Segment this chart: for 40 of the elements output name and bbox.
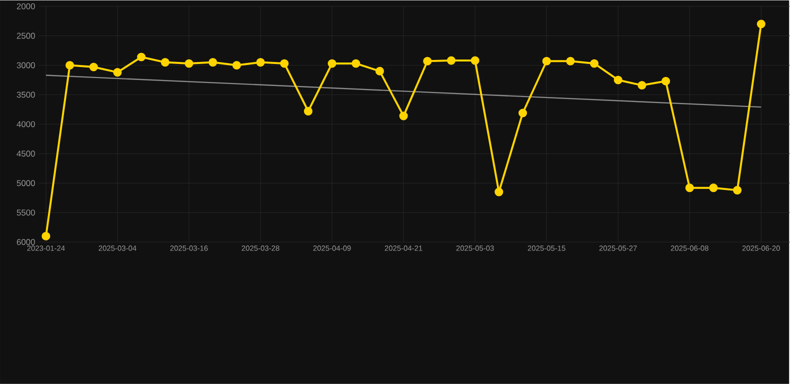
- point: [89, 62, 98, 72]
- point: [638, 81, 646, 90]
- point: [66, 61, 74, 70]
- point: [518, 108, 528, 118]
- point: [160, 58, 170, 67]
- point: [399, 112, 408, 120]
- point: [304, 106, 312, 116]
- y-tick-label: 2000: [16, 3, 35, 10]
- y-tick-label: 3000: [16, 62, 35, 68]
- y-tick-label: 5500: [16, 210, 35, 216]
- point: [662, 76, 670, 86]
- point: [446, 56, 456, 65]
- point: [328, 59, 336, 68]
- point: [184, 59, 194, 68]
- point: [423, 56, 432, 66]
- point: [566, 56, 575, 66]
- y-tick-label: 4000: [16, 121, 35, 128]
- point: [113, 68, 122, 77]
- point: [352, 59, 360, 68]
- point: [256, 58, 265, 67]
- point: [42, 232, 50, 240]
- point: [280, 59, 289, 68]
- point: [208, 58, 218, 67]
- y-tick-label: 2500: [16, 32, 35, 39]
- point: [756, 20, 766, 28]
- point: [470, 56, 480, 65]
- point: [542, 56, 551, 66]
- y-tick-label: 3500: [16, 92, 35, 98]
- y-tick-label: 5000: [16, 180, 35, 186]
- point: [614, 76, 622, 84]
- point: [375, 66, 384, 76]
- y-tick-label: 4500: [16, 150, 35, 157]
- point: [709, 184, 718, 192]
- point: [232, 61, 241, 70]
- point: [733, 186, 742, 195]
- point: [685, 184, 694, 192]
- y-tick-label: 6000: [16, 239, 35, 246]
- point: [494, 188, 504, 196]
- point: [590, 59, 599, 68]
- point: [137, 52, 146, 62]
